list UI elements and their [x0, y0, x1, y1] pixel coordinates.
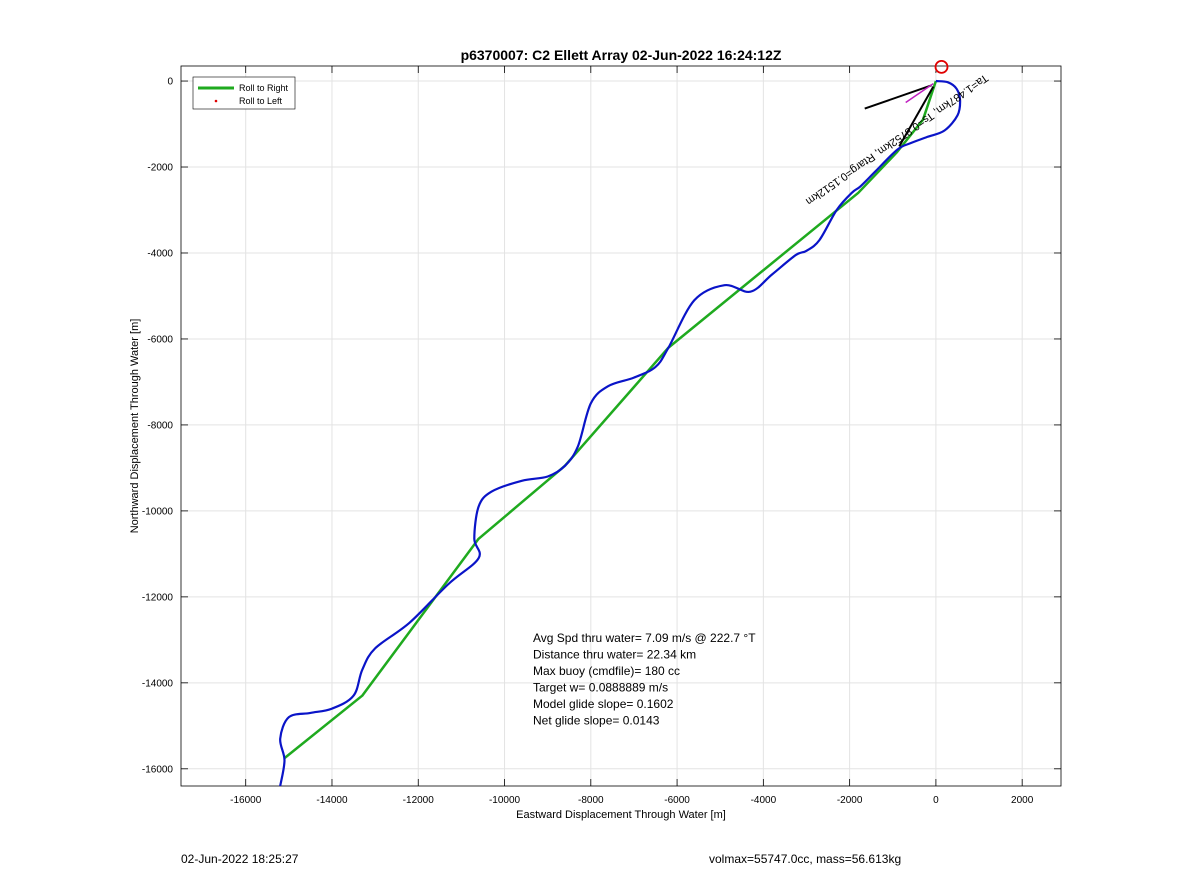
x-tick-label: -8000 — [578, 795, 604, 806]
y-tick-label: 0 — [167, 77, 173, 88]
stats-line: Avg Spd thru water= 7.09 m/s @ 222.7 °T — [533, 631, 756, 645]
series-dive-track — [279, 79, 962, 787]
plot-area — [180, 65, 1062, 787]
x-tick-label: 0 — [933, 795, 939, 806]
x-tick-label: -12000 — [403, 795, 435, 806]
y-tick-label: -12000 — [142, 592, 174, 603]
series-layer — [279, 79, 962, 787]
footer-timestamp: 02-Jun-2022 18:25:27 — [181, 852, 299, 866]
y-tick-label: -14000 — [142, 678, 174, 689]
y-tick-label: -4000 — [147, 248, 173, 259]
legend-swatch-roll-left — [214, 99, 218, 103]
target-annotation: Ta=1.487km, Ts=0.8752km, Rtarg=0.1512km — [803, 71, 990, 207]
x-tick-label: -2000 — [837, 795, 863, 806]
chart-title: p6370007: C2 Ellett Array 02-Jun-2022 16… — [461, 47, 782, 63]
stats-line: Target w= 0.0888889 m/s — [533, 681, 668, 695]
y-tick-label: -6000 — [147, 334, 173, 345]
x-tick-label: -10000 — [489, 795, 521, 806]
legend-box — [192, 76, 296, 110]
y-tick-label: -2000 — [147, 163, 173, 174]
heading-line — [864, 84, 932, 110]
x-tick-label: -16000 — [230, 795, 262, 806]
heading-line — [898, 86, 935, 147]
y-axis-label: Northward Displacement Through Water [m] — [129, 319, 141, 534]
x-tick-label: 2000 — [1011, 795, 1034, 806]
stats-line: Model glide slope= 0.1602 — [533, 697, 674, 711]
heading-arrow — [905, 83, 934, 104]
y-tick-label: -8000 — [147, 420, 173, 431]
grid — [181, 66, 1061, 786]
x-tick-label: -4000 — [751, 795, 777, 806]
axis-ticks: -16000 -14000 -12000 -10000 -8000 -6000 -4000 -… — [142, 66, 1061, 806]
annotations: Ta=1.487km, Ts=0.8752km, Rtarg=0.1512km A… — [533, 59, 990, 728]
legend-label-roll-right: Roll to Right — [239, 83, 289, 93]
footer-volmax-mass: volmax=55747.0cc, mass=56.613kg — [709, 852, 902, 866]
legend: Roll to Right Roll to Left — [192, 76, 296, 110]
legend-label-roll-left: Roll to Left — [239, 96, 283, 106]
y-tick-label: -10000 — [142, 506, 174, 517]
x-axis-label: Eastward Displacement Through Water [m] — [516, 809, 726, 821]
y-tick-label: -16000 — [142, 764, 174, 775]
x-tick-label: -6000 — [664, 795, 690, 806]
stats-line: Max buoy (cmdfile)= 180 cc — [533, 664, 680, 678]
x-tick-label: -14000 — [316, 795, 348, 806]
stats-line: Net glide slope= 0.0143 — [533, 714, 660, 728]
stats-line: Distance thru water= 22.34 km — [533, 648, 696, 662]
start-marker — [934, 59, 949, 74]
